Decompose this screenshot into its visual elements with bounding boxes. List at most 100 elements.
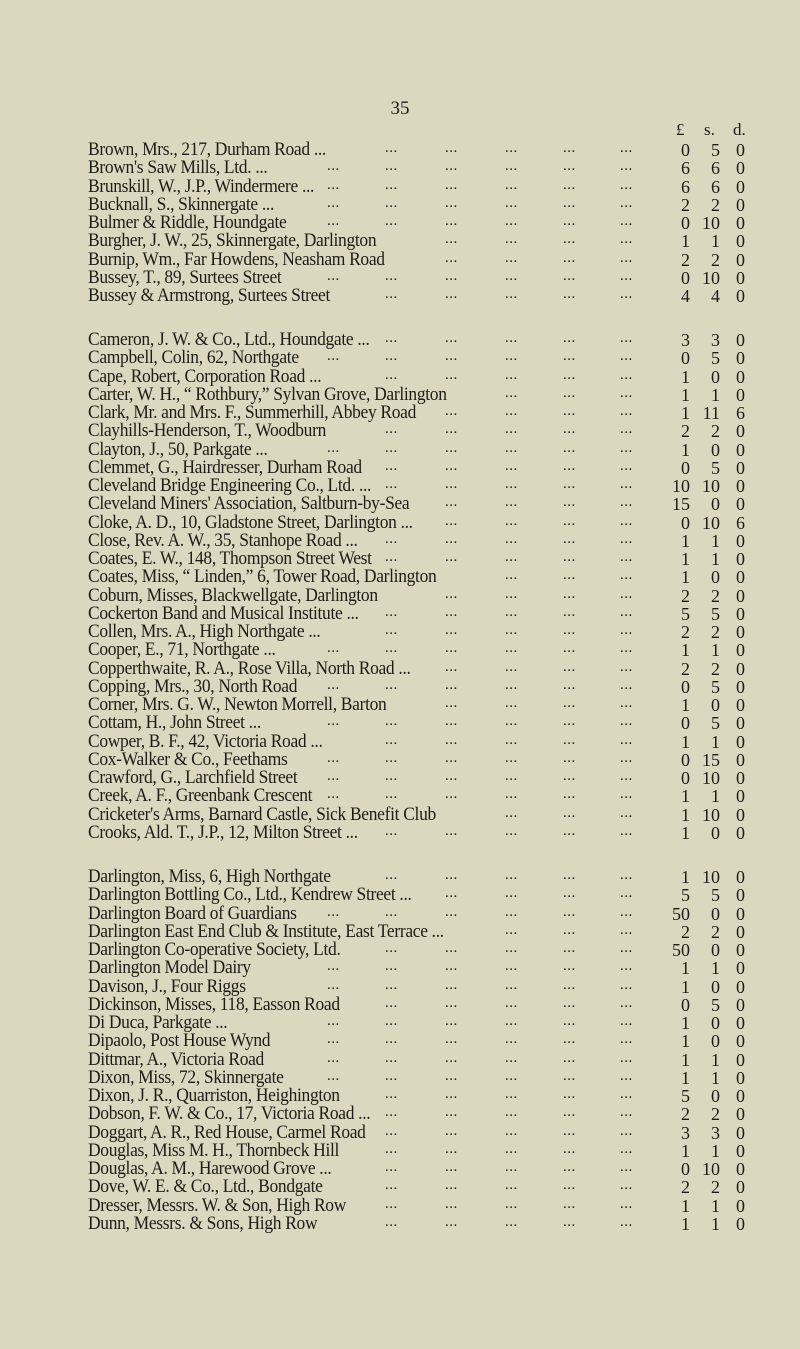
- leader-dots: ...: [445, 695, 458, 711]
- leader-dots: ...: [505, 476, 518, 492]
- amount-pence: 0: [736, 940, 745, 960]
- leader-dots: ...: [620, 658, 633, 675]
- leader-dots: ...: [445, 768, 458, 784]
- leader-dots: ...: [385, 1031, 398, 1048]
- leader-dots: ...: [505, 213, 518, 229]
- leader-dots: ...: [620, 403, 633, 419]
- leader-dots: ...: [620, 994, 633, 1011]
- leader-dots: ...: [620, 640, 633, 657]
- amount-pounds: 1: [681, 1195, 690, 1216]
- leader-dots: ...: [385, 768, 398, 784]
- leader-dots: ...: [445, 622, 458, 638]
- subscriber-row: Coates, E. W., 148, Thompson Street West…: [0, 549, 800, 569]
- subscriber-name: Clayhills-Henderson, T., Woodburn: [88, 420, 327, 442]
- amount-shillings: 0: [711, 567, 720, 588]
- subscriber-row: Darlington, Miss, 6, High Northgate 1 10 0.…: [0, 867, 800, 887]
- amount-pence: 0: [736, 567, 745, 588]
- amount-pence: 0: [736, 1140, 745, 1161]
- leader-dots: ...: [620, 567, 633, 584]
- leader-dots: ...: [385, 749, 398, 766]
- leader-dots: ...: [563, 1104, 576, 1121]
- subscriber-name: Cleveland Miners' Association, Saltburn-…: [88, 493, 410, 515]
- amount-pence: 0: [736, 213, 745, 233]
- amount-shillings: 1: [711, 549, 720, 569]
- subscriber-name: Cottam, H., John Street ...: [88, 712, 261, 734]
- amount-pence: 0: [736, 921, 745, 942]
- leader-dots: ...: [327, 786, 340, 803]
- leader-dots: ...: [505, 567, 518, 584]
- amount-pounds: 1: [681, 976, 690, 997]
- leader-dots: ...: [505, 1159, 518, 1175]
- leader-dots: ...: [563, 512, 576, 529]
- subscriber-name: Dresser, Messrs. W. & Son, High Row: [88, 1194, 347, 1216]
- leader-dots: ...: [445, 903, 458, 920]
- leader-dots: ...: [620, 921, 633, 938]
- leader-dots: ...: [620, 384, 633, 401]
- leader-dots: ...: [620, 804, 633, 821]
- leader-dots: ...: [445, 403, 458, 419]
- amount-pounds: 1: [681, 549, 690, 569]
- leader-dots: ...: [327, 348, 340, 365]
- leader-dots: ...: [620, 1067, 633, 1084]
- leader-dots: ...: [620, 1159, 633, 1175]
- subscriber-row: Clayton, J., 50, Parkgate ... 1 0 0........…: [0, 439, 800, 458]
- leader-dots: ...: [563, 567, 576, 584]
- amount-pence: 0: [736, 658, 745, 679]
- leader-dots: ...: [327, 713, 340, 730]
- subscriber-row: Crawford, G., Larchfield Street 0 10 0.....…: [0, 768, 800, 788]
- subscriber-row: Cockerton Band and Musical Institute ...…: [0, 603, 800, 623]
- leader-dots: ...: [620, 585, 633, 602]
- amount-shillings: 15: [702, 749, 720, 770]
- subscriber-name: Darlington Model Dairy: [88, 957, 251, 979]
- leader-dots: ...: [445, 822, 458, 839]
- amount-pence: 0: [736, 768, 745, 788]
- leader-dots: ...: [385, 640, 398, 657]
- subscriber-row: Crooks, Ald. T., J.P., 12, Milton Street…: [0, 822, 800, 843]
- leader-dots: ...: [445, 1013, 458, 1029]
- leader-dots: ...: [505, 512, 518, 529]
- amount-pounds: 1: [681, 867, 690, 887]
- leader-dots: ...: [327, 640, 340, 657]
- leader-dots: ...: [445, 330, 458, 346]
- leader-dots: ...: [327, 439, 340, 456]
- leader-dots: ...: [563, 822, 576, 839]
- leader-dots: ...: [620, 1213, 633, 1230]
- amount-shillings: 4: [711, 286, 720, 306]
- subscriber-name: Darlington Bottling Co., Ltd., Kendrew S…: [88, 884, 412, 906]
- subscriber-name: Douglas, Miss M. H., Thornbeck Hill: [88, 1139, 340, 1161]
- leader-dots: ...: [563, 1067, 576, 1084]
- amount-pounds: 1: [681, 822, 690, 843]
- leader-dots: ...: [563, 867, 576, 883]
- amount-pence: 0: [736, 749, 745, 770]
- leader-dots: ...: [620, 1195, 633, 1212]
- leader-dots: ...: [385, 1159, 398, 1175]
- amount-pounds: 1: [681, 640, 690, 661]
- leader-dots: ...: [445, 421, 458, 438]
- amount-shillings: 0: [711, 1013, 720, 1033]
- amount-shillings: 0: [711, 494, 720, 515]
- amount-shillings: 5: [711, 885, 720, 906]
- leader-dots: ...: [620, 603, 633, 620]
- leader-dots: ...: [620, 731, 633, 748]
- leader-dots: ...: [445, 1159, 458, 1175]
- leader-dots: ...: [385, 1213, 398, 1230]
- amount-pence: 0: [736, 622, 745, 642]
- leader-dots: ...: [563, 176, 576, 193]
- leader-dots: ...: [445, 658, 458, 675]
- leader-dots: ...: [385, 1122, 398, 1139]
- amount-pounds: 3: [681, 330, 690, 350]
- subscriber-name: Cameron, J. W. & Co., Ltd., Houndgate ..…: [88, 329, 370, 350]
- amount-shillings: 6: [711, 176, 720, 197]
- leader-dots: ...: [620, 549, 633, 565]
- subscriber-row: Dipaolo, Post House Wynd 1 0 0.............…: [0, 1031, 800, 1050]
- leader-dots: ...: [505, 267, 518, 284]
- leader-dots: ...: [620, 885, 633, 902]
- leader-dots: ...: [385, 822, 398, 839]
- leader-dots: ...: [327, 1013, 340, 1029]
- leader-dots: ...: [563, 286, 576, 302]
- leader-dots: ...: [563, 940, 576, 956]
- leader-dots: ...: [385, 958, 398, 975]
- amount-shillings: 2: [711, 921, 720, 942]
- leader-dots: ...: [385, 1140, 398, 1157]
- subscriber-row: Cox-Walker & Co., Feethams 0 15 0..........…: [0, 749, 800, 770]
